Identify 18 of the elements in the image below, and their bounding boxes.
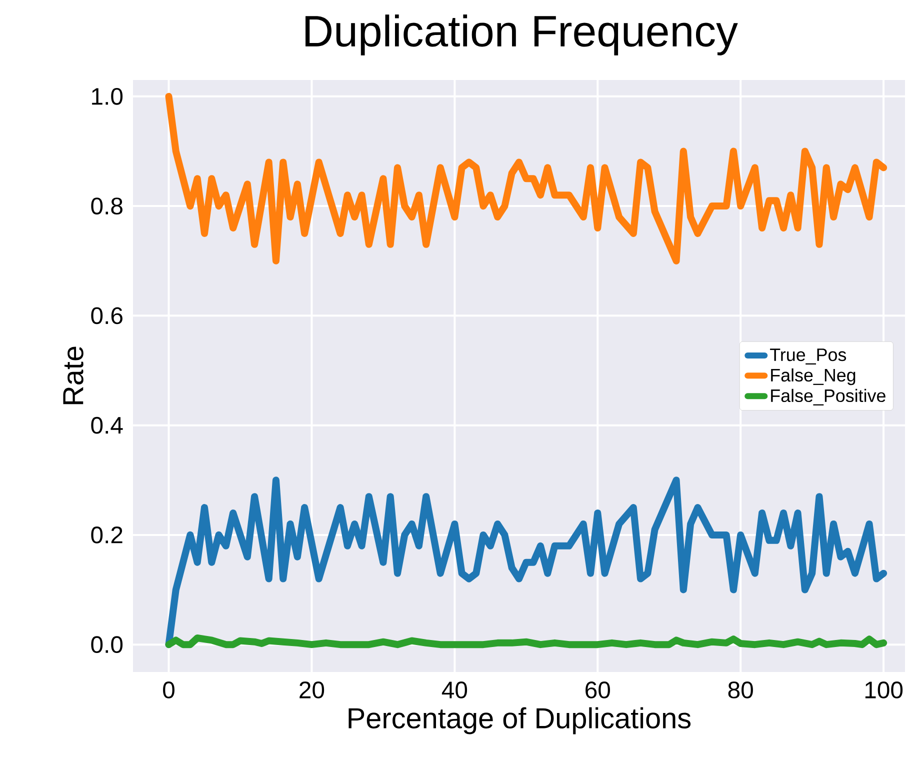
x-tick-label: 60 (586, 682, 610, 698)
x-tick-label: 80 (728, 682, 753, 698)
x-tick-label: 20 (300, 682, 324, 698)
y-tick-label: 0.2 (91, 526, 122, 544)
y-tick-label: 0.6 (91, 307, 122, 324)
legend-label: False_Positive (771, 388, 886, 406)
y-tick-label: 0.0 (91, 636, 123, 654)
y-tick-label: 0.4 (91, 416, 123, 434)
y-axis-title: Rate (63, 346, 84, 404)
legend-label: False_Neg (771, 368, 856, 386)
x-tick-label: 0 (163, 682, 174, 698)
y-tick-label: 0.8 (91, 198, 122, 215)
x-axis-title: Percentage of Duplications (348, 707, 691, 734)
x-tick-label: 40 (442, 682, 468, 698)
legend-label: True_Pos (770, 348, 846, 364)
y-tick-label: 1.0 (92, 88, 123, 105)
chart-title: Duplication Frequency (306, 14, 738, 56)
x-tick-label: 100 (865, 682, 903, 698)
